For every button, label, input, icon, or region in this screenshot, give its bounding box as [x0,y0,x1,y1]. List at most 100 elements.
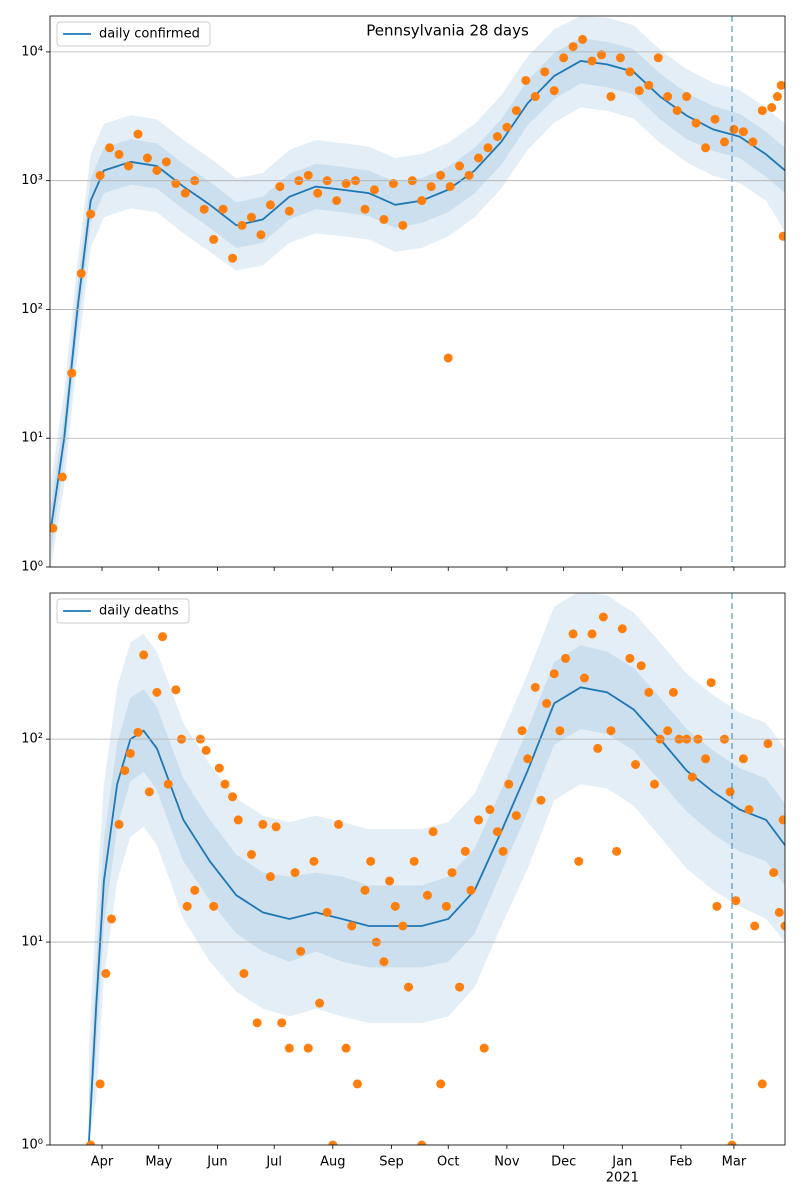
point [483,143,493,153]
point [492,827,502,837]
point [536,795,546,805]
point [778,815,785,825]
point [201,745,211,755]
point [568,629,578,639]
line [87,686,785,1145]
point [701,754,711,764]
legend-box [56,21,211,47]
point [341,179,351,189]
point [86,1140,96,1145]
point [587,56,597,66]
point [701,143,711,153]
point [778,231,785,241]
point [171,685,181,695]
point [574,856,584,866]
point [644,80,654,90]
point [86,209,96,219]
point [606,726,616,736]
point [706,678,716,688]
point [114,149,124,159]
point [443,353,453,363]
point [767,103,777,113]
x-tick-label: Aug [320,1155,345,1170]
point [360,204,370,214]
point [218,204,228,214]
x-tick-label: Oct [437,1155,459,1170]
point [460,846,470,856]
point [555,726,565,736]
point [691,118,701,128]
point [388,179,398,189]
point [426,182,436,192]
point [776,80,785,90]
point [479,1043,489,1053]
point [360,885,370,895]
point [114,819,124,829]
point [328,1140,338,1145]
point [774,907,784,917]
point [485,805,495,815]
point [161,157,171,167]
point [578,34,588,44]
point [303,1043,313,1053]
point [763,739,773,749]
y-tick-label: 10² [21,302,43,317]
point [398,921,408,931]
point [334,819,344,829]
point [275,182,285,192]
x-tick-label: Jun [206,1155,227,1170]
x-tick-label: Apr [91,1155,114,1170]
point [352,1079,362,1089]
point [644,687,654,697]
point [57,472,67,482]
point [409,856,419,866]
point [163,779,173,789]
point [523,754,533,764]
point [152,687,162,697]
point [682,92,692,102]
point [757,1079,767,1089]
point [228,253,238,263]
point [598,612,608,622]
point [561,653,571,663]
y-tick-label: 10¹ [21,431,43,446]
point [214,763,224,773]
x-year-label: 2021 [606,1171,639,1186]
point [587,629,597,639]
legend-label: daily confirmed [99,27,200,42]
point [725,787,735,797]
point [209,234,219,244]
plot-area [86,593,785,1145]
point [579,673,589,683]
point [504,779,514,789]
point [634,86,644,96]
point [322,907,332,917]
point [568,42,578,52]
point [455,982,465,992]
plot-area [50,16,785,567]
point [502,122,512,132]
point [237,220,247,230]
point [729,124,739,134]
point [422,890,432,900]
point [265,872,275,882]
point [498,846,508,856]
point [106,914,116,924]
point [428,827,438,837]
point [517,726,527,736]
point [341,1043,351,1053]
point [290,868,300,878]
legend-label: daily deaths [99,604,179,619]
point [542,698,552,708]
point [710,114,720,124]
point [152,165,162,175]
point [625,653,635,663]
point [158,632,168,642]
point [125,748,135,758]
point [727,1140,737,1145]
point [615,53,625,63]
point [474,153,484,163]
point [220,779,230,789]
point [731,896,741,906]
point [687,772,697,782]
